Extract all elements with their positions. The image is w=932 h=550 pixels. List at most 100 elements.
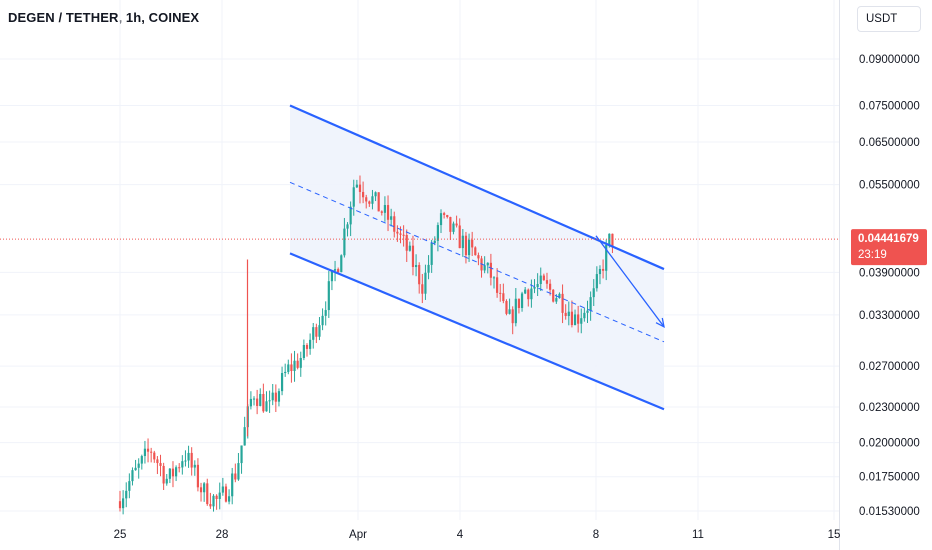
candle-body xyxy=(427,264,430,273)
channel-upper-line xyxy=(289,104,665,271)
price-tick-label: 0.02700000 xyxy=(859,361,920,373)
candle-body xyxy=(449,216,452,232)
candle-body xyxy=(542,275,545,281)
candle-body xyxy=(268,400,271,402)
candle-body xyxy=(187,452,190,461)
candle-body xyxy=(365,197,368,202)
candle-body xyxy=(586,310,589,313)
candle-body xyxy=(333,269,337,271)
candle-body xyxy=(573,314,577,326)
candle-body xyxy=(452,223,455,232)
candle-body xyxy=(570,311,574,326)
last-price-countdown: 23:19 xyxy=(858,249,887,261)
candle-body xyxy=(583,312,586,319)
candle-body xyxy=(140,456,143,464)
candle-body xyxy=(231,473,234,497)
candle-body xyxy=(118,501,122,509)
candle-body xyxy=(430,243,433,265)
candle-body xyxy=(592,288,595,298)
candle-body xyxy=(224,486,228,502)
candle-body xyxy=(486,262,489,266)
candle-body xyxy=(396,231,399,234)
candle-body xyxy=(580,318,583,324)
candle-body xyxy=(601,268,605,271)
price-tick-label: 0.02000000 xyxy=(859,438,920,450)
price-axis-divider xyxy=(839,0,840,550)
candle-body xyxy=(421,284,424,294)
candle-body xyxy=(552,289,555,302)
candle-body xyxy=(193,464,196,468)
price-tick-label: 0.01750000 xyxy=(859,472,920,484)
candle-body xyxy=(433,240,436,244)
candle-body xyxy=(125,490,128,499)
candle-body xyxy=(383,205,387,213)
candle-body xyxy=(362,191,365,198)
price-tick-label: 0.06500000 xyxy=(859,137,920,149)
candle-body xyxy=(527,289,530,300)
candle-body xyxy=(240,445,243,464)
candle-body xyxy=(411,245,415,268)
candle-body xyxy=(315,327,318,337)
candle-body xyxy=(514,298,517,324)
candle-body xyxy=(143,448,147,457)
candle-body xyxy=(458,225,461,249)
candle-body xyxy=(414,265,418,268)
candle-body xyxy=(408,245,411,251)
candle-body xyxy=(399,233,402,235)
price-tick-label: 0.09000000 xyxy=(859,54,920,66)
candle-body xyxy=(296,360,299,368)
candle-body xyxy=(474,247,477,256)
candle-body xyxy=(265,401,268,412)
candle-body xyxy=(221,486,224,493)
price-tick-label: 0.07500000 xyxy=(859,101,920,113)
time-tick-label: 15 xyxy=(828,529,841,541)
candle-body xyxy=(199,487,203,493)
symbol-title[interactable]: DEGEN / TETHER, 1h, COINEX xyxy=(8,10,200,25)
price-tick-label: 0.03900000 xyxy=(859,267,920,279)
candle-body xyxy=(343,228,346,256)
candle-body xyxy=(252,398,256,400)
candles xyxy=(118,175,614,515)
time-tick-label: 4 xyxy=(457,529,464,541)
candle-body xyxy=(271,392,274,401)
candle-body xyxy=(299,357,302,368)
candle-body xyxy=(346,224,349,229)
time-tick-label: 25 xyxy=(114,529,127,541)
candle-body xyxy=(492,277,496,279)
candle-body xyxy=(471,239,474,248)
candle-body xyxy=(212,495,215,507)
candle-body xyxy=(402,234,405,236)
time-axis: 25 28 Apr 4 8 11 15 xyxy=(114,529,841,541)
candle-body xyxy=(215,495,218,499)
candle-body xyxy=(496,277,499,293)
time-tick-label: 8 xyxy=(593,529,599,541)
candle-body xyxy=(502,293,505,302)
candle-body xyxy=(218,492,221,499)
candle-body xyxy=(511,309,514,324)
candle-body xyxy=(280,373,284,392)
candle-body xyxy=(190,452,193,468)
candle-body xyxy=(165,478,168,484)
candle-body xyxy=(352,187,355,207)
candle-body xyxy=(153,452,156,460)
currency-selector[interactable]: USDT xyxy=(857,6,921,32)
candle-body xyxy=(128,481,131,491)
candle-body xyxy=(505,301,508,314)
candle-body xyxy=(508,309,511,314)
candle-body xyxy=(274,392,277,402)
channel-midline xyxy=(289,181,665,343)
candle-body xyxy=(368,201,371,204)
candle-body xyxy=(377,192,380,212)
candle-body xyxy=(611,233,614,247)
candle-body xyxy=(178,467,181,469)
candle-body xyxy=(302,344,305,358)
candle-body xyxy=(227,496,231,502)
price-tick-label: 0.03300000 xyxy=(859,310,920,322)
last-price-badge-bg xyxy=(851,229,927,266)
candle-body xyxy=(234,473,237,480)
candle-body xyxy=(321,315,324,326)
candle-body xyxy=(162,465,165,484)
candle-body xyxy=(439,213,443,226)
candle-body xyxy=(337,269,340,273)
